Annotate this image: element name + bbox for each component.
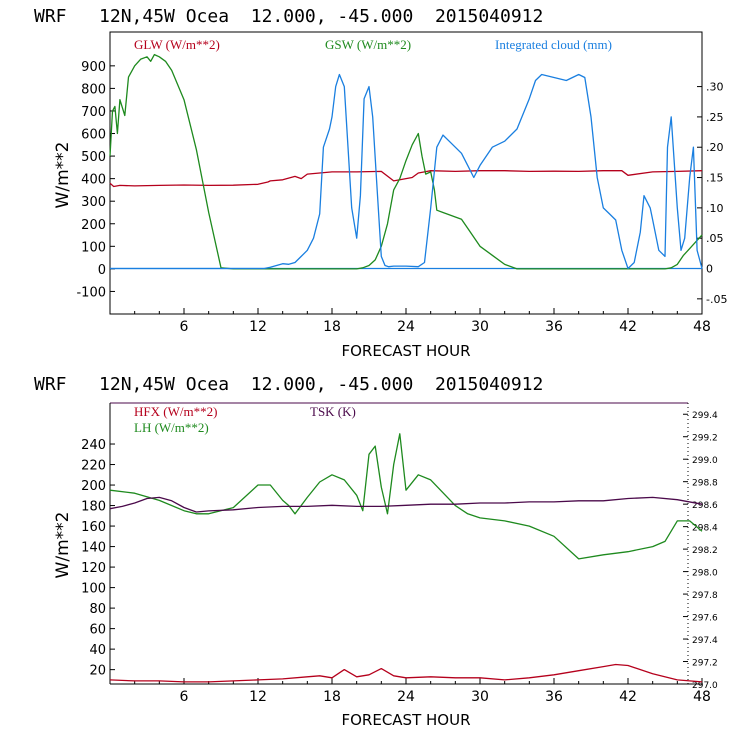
chart-2-legend-tsk: TSK (K)	[310, 404, 356, 419]
chart-2-ytick-label: 100	[81, 582, 106, 597]
chart-1-series-glw	[109, 170, 703, 188]
chart-1-y2tick-label: .30	[706, 81, 724, 94]
chart-1-y2tick-label: .15	[706, 172, 724, 185]
chart-2-y2tick-label: 298.2	[692, 546, 718, 556]
chart-1-legend-gsw: GSW (W/m**2)	[325, 37, 411, 52]
chart-1-y2tick-label: .10	[706, 202, 724, 215]
chart-2-y2tick-label: 297.8	[692, 591, 718, 601]
chart-2-y2tick-label: 299.2	[692, 434, 718, 444]
chart-2-y2tick-label: 298.8	[692, 479, 718, 489]
chart-1-y-axis: -100 0 100 200 300 400 500 600 700 800 900	[76, 60, 115, 300]
chart-2-ytick-label: 160	[81, 520, 106, 535]
chart-2-ytick-label: 220	[81, 459, 106, 474]
chart-2-y2tick-label: 297.2	[692, 659, 718, 669]
chart-1-xtick-label: 24	[397, 319, 415, 335]
chart-1-y2tick-label: 0	[706, 263, 713, 276]
chart-2-series-lh	[109, 433, 703, 560]
chart-1-ytick-label: -100	[76, 285, 106, 300]
chart-2-ylabel: W/m**2	[53, 512, 73, 579]
chart-1-legend-glw: GLW (W/m**2)	[134, 37, 220, 52]
chart-2-ytick-label: 120	[81, 561, 106, 576]
chart-2-y2tick-label: 297.6	[692, 614, 718, 624]
chart-1-y2tick-label: .25	[706, 111, 724, 124]
chart-1-ytick-label: 900	[81, 60, 106, 75]
chart-1-legend-cloud: Integrated cloud (mm)	[495, 37, 612, 52]
chart-1-y2tick-label: -.05	[706, 293, 727, 306]
chart-2-y2-axis: 297.0 297.2 297.4 297.6 297.8 298.0 298.2 298.4…	[683, 411, 718, 691]
chart-1-ytick-label: 600	[81, 128, 106, 143]
chart-2-y2tick-label: 297.0	[692, 681, 718, 691]
chart-1-xtick-label: 6	[180, 319, 189, 335]
chart-1-series-gsw	[109, 53, 703, 270]
chart-2-xtick-label: 42	[619, 689, 637, 705]
chart-2-y2tick-label: 297.4	[692, 636, 718, 646]
chart-1-series-integrated	[110, 73, 703, 270]
chart-1-ylabel: W/m**2	[53, 142, 73, 209]
chart-1-xtick-label: 48	[693, 319, 711, 335]
chart-2-xtick-label: 18	[323, 689, 341, 705]
chart-2-ytick-label: 80	[89, 602, 106, 617]
chart-1-xtick-label: 30	[471, 319, 489, 335]
chart-2-series-tsk	[109, 496, 703, 513]
chart-2-ytick-label: 200	[81, 479, 106, 494]
chart-2-ytick-label: 20	[89, 664, 106, 679]
chart-2-xlabel: FORECAST HOUR	[341, 711, 470, 729]
chart-1-y2tick-label: .20	[706, 141, 724, 154]
chart-1-ytick-label: 500	[81, 150, 106, 165]
chart-1-ytick-label: 400	[81, 173, 106, 188]
chart-1-ytick-label: 0	[98, 263, 106, 278]
chart-2-series	[109, 433, 703, 683]
chart-2-y2tick-label: 298.0	[692, 569, 718, 579]
chart-2-x-axis: 6 12 18 24 30 36 42 48	[134, 678, 711, 705]
chart-2-legend-hfx: HFX (W/m**2)	[134, 404, 217, 419]
chart-1-y2-axis: -.05 0 .05 .10 .15 .20 .25 .30	[697, 81, 727, 306]
chart-1-title: WRF 12N,45W Ocea 12.000, -45.000 2015040…	[34, 6, 543, 27]
chart-1-xtick-label: 18	[323, 319, 341, 335]
chart-2-y2tick-label: 298.4	[692, 524, 718, 534]
chart-2-ytick-label: 60	[89, 623, 106, 638]
chart-2-ytick-label: 140	[81, 541, 106, 556]
chart-1-ytick-label: 200	[81, 218, 106, 233]
chart-1-xtick-label: 42	[619, 319, 637, 335]
chart-2: WRF 12N,45W Ocea 12.000, -45.000 2015040…	[34, 374, 718, 729]
chart-1-xlabel: FORECAST HOUR	[341, 342, 470, 360]
chart-2-xtick-label: 24	[397, 689, 415, 705]
chart-1-x-axis: 6 12 18 24 30 36 42 48	[134, 308, 711, 335]
chart-1-ytick-label: 300	[81, 195, 106, 210]
chart-2-title: WRF 12N,45W Ocea 12.000, -45.000 2015040…	[34, 374, 543, 395]
chart-1-frame	[109, 31, 703, 315]
chart-1-ytick-label: 700	[81, 105, 106, 120]
chart-1: WRF 12N,45W Ocea 12.000, -45.000 2015040…	[34, 6, 727, 360]
chart-1-y2tick-label: .05	[706, 232, 724, 245]
chart-2-ytick-label: 180	[81, 500, 106, 515]
chart-2-series-hfx	[109, 663, 703, 683]
chart-2-xtick-label: 48	[693, 689, 711, 705]
chart-2-y2tick-label: 298.6	[692, 501, 718, 511]
chart-2-y2tick-label: 299.0	[692, 456, 718, 466]
chart-2-y-axis: 20 40 60 80 100 120 140 160 180 200 220 240	[81, 438, 115, 679]
chart-1-xtick-label: 12	[249, 319, 267, 335]
chart-1-ytick-label: 100	[81, 240, 106, 255]
chart-1-xtick-label: 36	[545, 319, 563, 335]
chart-2-ytick-label: 240	[81, 438, 106, 453]
chart-2-y2tick-label: 299.4	[692, 411, 718, 421]
chart-2-xtick-label: 12	[249, 689, 267, 705]
chart-2-xtick-label: 30	[471, 689, 489, 705]
chart-2-xtick-label: 6	[180, 689, 189, 705]
chart-2-legend-lh: LH (W/m**2)	[134, 420, 209, 435]
chart-2-xtick-label: 36	[545, 689, 563, 705]
chart-2-ytick-label: 40	[89, 643, 106, 658]
chart-1-series	[109, 53, 703, 270]
chart-1-ytick-label: 800	[81, 82, 106, 97]
